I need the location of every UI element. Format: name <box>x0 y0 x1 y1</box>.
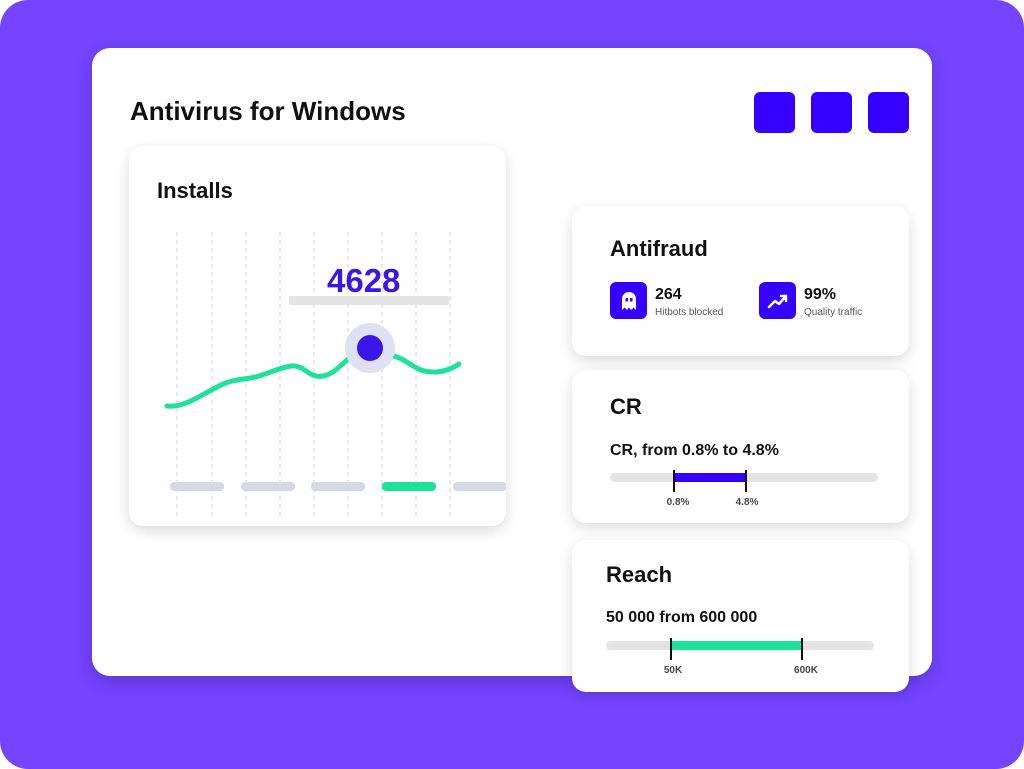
antifraud-title: Antifraud <box>610 236 708 261</box>
window-button-1[interactable] <box>754 92 795 133</box>
chart-tab-2[interactable] <box>241 482 295 491</box>
cr-title: CR <box>610 394 642 419</box>
hitbots-blocked-value: 264 <box>655 286 682 303</box>
ghost-icon <box>610 282 647 319</box>
installs-card: Installs 4628 <box>129 146 506 526</box>
chart-tab-1[interactable] <box>170 482 224 491</box>
app-title: Antivirus for Windows <box>130 96 406 126</box>
reach-min-handle[interactable] <box>670 638 672 660</box>
quality-traffic-value: 99% <box>804 286 837 303</box>
installs-title: Installs <box>157 178 233 203</box>
chart-tab-3[interactable] <box>311 482 365 491</box>
chart-tab-4-selected[interactable] <box>382 482 436 491</box>
reach-range-fill <box>671 641 802 650</box>
installs-chart <box>164 232 506 518</box>
reach-caption: 50 000 from 600 000 <box>606 609 758 626</box>
hitbots-blocked-label: Hitbots blocked <box>655 307 724 318</box>
cr-card: CR CR, from 0.8% to 4.8% 0.8% 4.8% <box>572 370 909 523</box>
installs-tooltip-bar <box>289 296 449 305</box>
reach-min-label: 50K <box>663 665 683 676</box>
reach-card: Reach 50 000 from 600 000 50K 600K <box>572 540 909 692</box>
trending-up-icon <box>759 282 796 319</box>
installs-highlight-value: 4628 <box>327 262 401 299</box>
chart-tab-5[interactable] <box>453 482 506 491</box>
reach-title: Reach <box>606 562 673 587</box>
cr-caption: CR, from 0.8% to 4.8% <box>610 442 779 459</box>
highlight-point[interactable] <box>357 335 383 361</box>
quality-traffic-label: Quality traffic <box>804 307 863 318</box>
installs-line <box>164 348 462 409</box>
window-button-3[interactable] <box>868 92 909 133</box>
antifraud-card: Antifraud 264 Hitbots blocked 99% Qualit… <box>572 206 909 356</box>
reach-max-handle[interactable] <box>801 638 803 660</box>
window-button-2[interactable] <box>811 92 852 133</box>
cr-min-handle[interactable] <box>673 470 675 492</box>
cr-max-label: 4.8% <box>735 497 759 508</box>
reach-max-label: 600K <box>794 665 818 676</box>
cr-min-label: 0.8% <box>666 497 690 508</box>
cr-max-handle[interactable] <box>745 470 747 492</box>
cr-range-fill <box>674 473 746 482</box>
chart-tabs <box>170 482 506 491</box>
